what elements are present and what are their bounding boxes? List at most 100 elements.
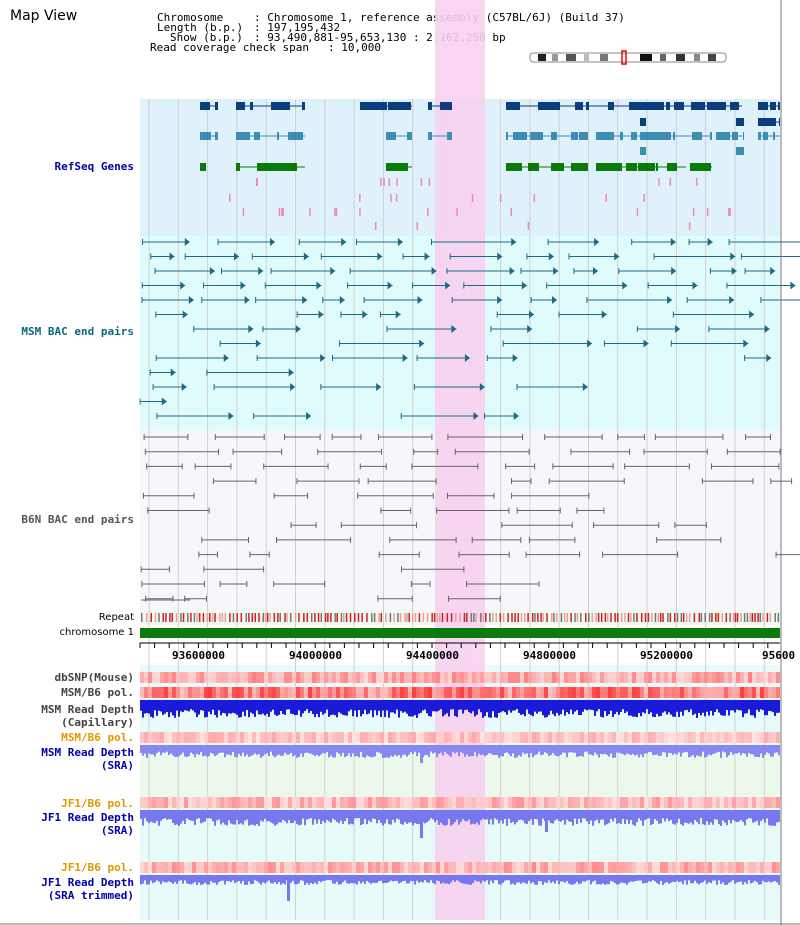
refseq-genes-label[interactable]: RefSeq Genes <box>54 160 134 173</box>
heat-cell <box>664 797 668 808</box>
depth-bar <box>492 745 494 756</box>
heat-cell <box>636 732 640 743</box>
heat-cell <box>600 732 604 743</box>
heat-cell <box>496 672 500 683</box>
chromosome-ideogram[interactable] <box>529 50 727 65</box>
jf1-depth-trim-label: JF1 Read Depth <box>41 876 134 889</box>
msm-bac-arrow <box>302 296 308 304</box>
depth-bar <box>704 875 706 881</box>
depth-bar <box>530 810 532 820</box>
depth-bar <box>474 875 476 881</box>
heat-cell <box>284 797 288 808</box>
depth-bar <box>672 875 674 882</box>
heat-cell <box>152 797 156 808</box>
depth-bar <box>504 810 506 820</box>
heat-cell <box>256 732 260 743</box>
heat-cell <box>464 862 468 873</box>
depth-bar <box>242 875 244 881</box>
repeat-mark <box>266 613 269 622</box>
depth-bar <box>236 700 238 715</box>
gene-exon <box>271 102 283 110</box>
depth-bar <box>616 875 618 885</box>
ideogram-band <box>552 54 558 61</box>
gene-exon <box>506 102 520 110</box>
gene-exon <box>398 163 408 171</box>
heat-cell <box>512 672 516 683</box>
depth-bar <box>276 745 278 756</box>
depth-bar <box>520 875 522 884</box>
heat-cell <box>616 732 620 743</box>
b6n-bac-label[interactable]: B6N BAC end pairs <box>21 513 134 526</box>
heat-cell <box>584 862 588 873</box>
depth-bar <box>154 810 156 824</box>
heat-cell <box>736 687 740 698</box>
depth-bar <box>182 810 184 821</box>
repeat-mark <box>736 613 739 622</box>
depth-bar <box>680 810 682 825</box>
heat-cell <box>288 732 292 743</box>
msm-bac-track[interactable] <box>139 238 800 420</box>
depth-bar <box>502 745 504 757</box>
depth-bar <box>388 810 390 825</box>
msm-bac-label[interactable]: MSM BAC end pairs <box>21 325 134 338</box>
depth-bar <box>326 810 328 820</box>
heat-cell <box>528 797 532 808</box>
depth-bar <box>152 810 154 823</box>
depth-bar <box>210 700 212 715</box>
depth-bar <box>740 810 742 821</box>
heat-cell <box>412 672 416 683</box>
heat-cell <box>232 672 236 683</box>
dbsnp-label: dbSNP(Mouse) <box>54 671 134 684</box>
heat-cell <box>548 732 552 743</box>
depth-bar <box>150 810 152 822</box>
heat-cell <box>172 687 176 698</box>
depth-bar <box>752 810 754 823</box>
msm-b6-pol-label: MSM/B6 pol. <box>61 686 134 699</box>
heat-cell <box>764 862 768 873</box>
refseq-genes-track[interactable] <box>200 102 780 230</box>
heat-cell <box>440 797 444 808</box>
heat-cell <box>268 732 272 743</box>
heat-cell <box>652 672 656 683</box>
depth-bar <box>242 700 244 712</box>
repeat-mark <box>540 613 542 622</box>
heat-cell <box>388 732 392 743</box>
depth-bar <box>490 810 492 820</box>
depth-bar <box>372 875 374 883</box>
depth-bar <box>412 745 414 755</box>
depth-bar <box>580 875 582 884</box>
repeat-mark <box>219 613 221 622</box>
heat-cell <box>740 797 744 808</box>
depth-bar <box>564 810 566 825</box>
depth-bar <box>324 810 326 823</box>
heat-cell <box>564 862 568 873</box>
depth-bar <box>188 875 190 885</box>
heat-cell <box>160 797 164 808</box>
repeat-mark <box>169 613 171 622</box>
ideogram-band <box>708 54 716 61</box>
depth-bar <box>238 700 240 718</box>
depth-bar <box>450 810 452 826</box>
gene-exon <box>666 102 670 110</box>
repeat-mark <box>229 613 231 622</box>
depth-bar <box>372 810 374 819</box>
depth-bar <box>454 875 456 882</box>
depth-bar <box>232 810 234 825</box>
heat-cell <box>564 687 568 698</box>
heat-cell <box>444 862 448 873</box>
heat-cell <box>140 862 144 873</box>
depth-bar <box>152 875 154 884</box>
heat-cell <box>520 672 524 683</box>
heat-cell <box>232 687 236 698</box>
heat-cell <box>684 797 688 808</box>
depth-bar <box>320 745 322 755</box>
b6n-bac-track[interactable] <box>140 434 800 602</box>
heat-cell <box>692 797 696 808</box>
ideogram-band <box>600 54 608 61</box>
gene-exon <box>556 102 560 110</box>
heat-cell <box>440 862 444 873</box>
depth-bar <box>464 875 466 884</box>
depth-bar <box>666 700 668 715</box>
depth-bar <box>512 745 514 754</box>
